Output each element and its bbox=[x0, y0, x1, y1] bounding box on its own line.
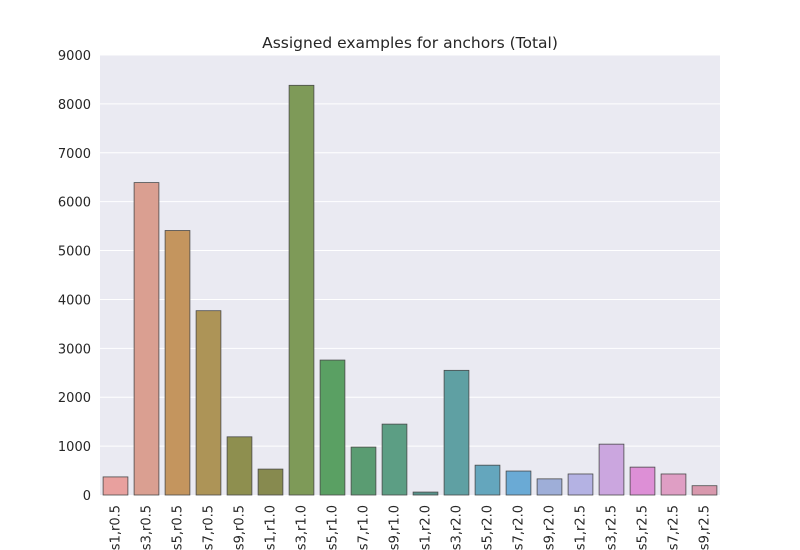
bar-s5-r0-5 bbox=[164, 230, 191, 496]
x-tick-label: s3,r2.0 bbox=[450, 505, 465, 550]
x-tick-label: s9,r1.0 bbox=[388, 505, 403, 550]
bar-s1-r2-5 bbox=[567, 473, 594, 496]
bar-series bbox=[102, 84, 718, 496]
y-tick-label: 3000 bbox=[58, 342, 91, 357]
y-tick-label: 5000 bbox=[58, 245, 91, 260]
bar-s7-r2-5 bbox=[660, 473, 687, 496]
x-tick-label: s5,r0.5 bbox=[171, 505, 186, 550]
y-tick-label: 8000 bbox=[58, 98, 91, 113]
bar-s7-r2-0 bbox=[505, 470, 532, 496]
bar-s9-r1-0 bbox=[381, 423, 408, 496]
x-tick-label: s5,r2.0 bbox=[481, 505, 496, 550]
y-tick-label: 7000 bbox=[58, 147, 91, 162]
x-tick-label: s5,r1.0 bbox=[326, 505, 341, 550]
bar-s5-r2-0 bbox=[474, 464, 501, 496]
x-tick-label: s3,r1.0 bbox=[295, 505, 310, 550]
y-tick-label: 1000 bbox=[58, 440, 91, 455]
bar-s9-r2-0 bbox=[536, 478, 563, 496]
chart-title: Assigned examples for anchors (Total) bbox=[262, 34, 558, 52]
x-tick-label: s1,r2.5 bbox=[574, 505, 589, 550]
bar-s5-r1-0 bbox=[319, 359, 346, 496]
x-tick-label: s7,r2.0 bbox=[512, 505, 527, 550]
y-tick-label: 9000 bbox=[58, 49, 91, 64]
bar-s3-r0-5 bbox=[133, 182, 160, 496]
x-tick-label: s7,r0.5 bbox=[202, 505, 217, 550]
bar-s9-r2-5 bbox=[691, 485, 718, 496]
x-tick-label: s9,r2.0 bbox=[543, 505, 558, 550]
y-tick-label: 6000 bbox=[58, 196, 91, 211]
y-tick-label: 2000 bbox=[58, 391, 91, 406]
bar-s3-r1-0 bbox=[288, 84, 315, 496]
x-tick-label: s7,r2.5 bbox=[667, 505, 682, 550]
x-tick-label: s5,r2.5 bbox=[636, 505, 651, 550]
bar-s1-r0-5 bbox=[102, 476, 129, 496]
x-tick-label: s1,r2.0 bbox=[419, 505, 434, 550]
x-tick-label: s1,r0.5 bbox=[109, 505, 124, 550]
y-axis: 0 1000 2000 3000 4000 5000 6000 7000 8000 9000 bbox=[58, 49, 91, 504]
bar-s9-r0-5 bbox=[226, 436, 253, 496]
x-tick-label: s3,r0.5 bbox=[140, 505, 155, 550]
x-tick-label: s9,r0.5 bbox=[233, 505, 248, 550]
y-tick-label: 4000 bbox=[58, 293, 91, 308]
bar-s3-r2-5 bbox=[598, 443, 625, 496]
bar-s1-r2-0 bbox=[412, 491, 439, 496]
bar-s5-r2-5 bbox=[629, 466, 656, 496]
x-tick-label: s3,r2.5 bbox=[605, 505, 620, 550]
x-tick-label: s7,r1.0 bbox=[357, 505, 372, 550]
x-tick-label: s9,r2.5 bbox=[698, 505, 713, 550]
bar-s1-r1-0 bbox=[257, 468, 284, 496]
plot-area bbox=[100, 55, 720, 495]
y-tick-label: 0 bbox=[83, 489, 91, 504]
x-axis: s1,r0.5 s3,r0.5 s5,r0.5 s7,r0.5 s9,r0.5 s1,r1… bbox=[109, 505, 713, 550]
bar-s7-r0-5 bbox=[195, 310, 222, 496]
x-tick-label: s1,r1.0 bbox=[264, 505, 279, 550]
bar-s3-r2-0 bbox=[443, 369, 470, 496]
bar-s7-r1-0 bbox=[350, 446, 377, 496]
